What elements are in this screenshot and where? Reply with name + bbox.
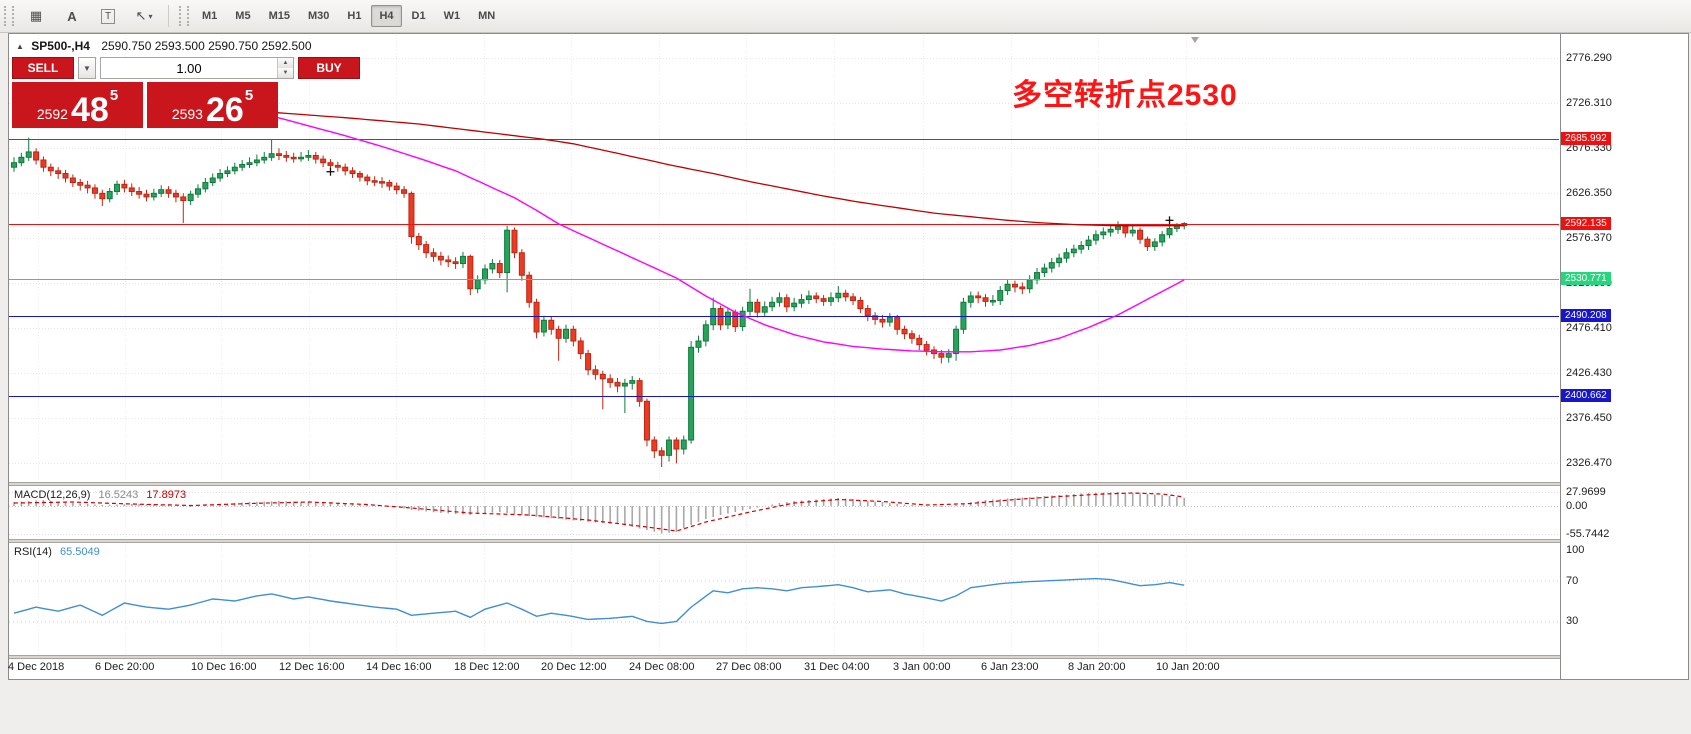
volume-field-wrap: ▲ ▼ (100, 57, 294, 79)
timeframe-button-d1[interactable]: D1 (411, 10, 426, 22)
price-axis-label: 2476.410 (1566, 322, 1612, 334)
time-axis-divider[interactable] (9, 655, 1560, 659)
time-axis-label: 12 Dec 16:00 (279, 661, 345, 673)
timeframe-button-mn[interactable]: MN (478, 10, 496, 22)
buy-price-sup: 5 (244, 87, 254, 104)
volume-step-up-icon[interactable]: ▲ (278, 58, 293, 68)
chart-symbol-timeframe: SP500-,H4 (31, 39, 90, 53)
macd-label: MACD(12,26,9) 16.5243 17.8973 (14, 489, 191, 501)
sell-price-sup: 5 (109, 87, 119, 104)
chart-text-annotation: 多空转折点2530 (1012, 79, 1238, 112)
toolbar-separator (168, 5, 169, 27)
rsi-axis-label: 100 (1566, 544, 1585, 556)
time-axis-label: 8 Jan 20:00 (1068, 661, 1126, 673)
timeframe-group: M1 M5 M15 M30 H1 H4 D1 W1 MN (193, 5, 504, 27)
chart-shift-marker-icon (1191, 37, 1199, 43)
timeframe-button-m15[interactable]: M15 (268, 10, 290, 22)
bottom-strip (0, 681, 1691, 734)
macd-main-value: 16.5243 (98, 489, 139, 501)
text-box-tool-icon-glyph: T (100, 8, 116, 24)
text-box-tool-icon[interactable]: T (91, 3, 125, 29)
chart-ohlc-values: 2590.750 2593.500 2590.750 2592.500 (101, 39, 312, 53)
chevron-down-icon: ▼ (83, 63, 91, 73)
buy-price-big: 26 (205, 91, 244, 130)
price-line-tag: 2530.771 (1561, 272, 1611, 286)
rsi-name: RSI(14) (14, 546, 52, 558)
time-axis-label: 24 Dec 08:00 (629, 661, 695, 673)
chart-title: ▲ SP500-,H4 2590.750 2593.500 2590.750 2… (16, 39, 312, 53)
buy-price-button[interactable]: 2593 26 5 (147, 82, 278, 128)
top-toolbar: ▦ A T ↖ ▾ M1 M5 M15 M30 H1 H4 D1 W1 MN (0, 0, 1691, 33)
text-tool-icon[interactable]: A (55, 3, 89, 29)
price-axis-label: 2626.350 (1566, 187, 1612, 199)
buy-price-prefix: 2593 (171, 106, 203, 122)
rsi-value: 65.5049 (59, 546, 100, 558)
sell-price-big: 48 (70, 91, 109, 130)
one-click-trading-panel: SELL ▼ ▲ ▼ BUY 2592 48 5 2593 26 5 (12, 57, 360, 128)
macd-axis-label: -55.7442 (1566, 527, 1610, 540)
arrow-tool-icon[interactable]: ↖ ▾ (127, 3, 161, 29)
price-axis-label: 2426.430 (1566, 367, 1612, 379)
timeframe-button-m1[interactable]: M1 (202, 10, 218, 22)
arrow-tool-icon-glyph: ↖ (135, 8, 147, 23)
timeframe-button-w1[interactable]: W1 (443, 10, 461, 22)
time-axis-label: 31 Dec 04:00 (804, 661, 870, 673)
price-line-tag: 2490.208 (1561, 308, 1611, 322)
time-axis-label: 10 Dec 16:00 (191, 661, 257, 673)
text-tool-icon-glyph: A (67, 8, 77, 24)
time-axis-label: 6 Dec 20:00 (95, 661, 155, 673)
macd-panel-divider[interactable] (9, 482, 1560, 486)
time-axis-label: 6 Jan 23:00 (981, 661, 1039, 673)
price-axis-label: 2726.310 (1566, 97, 1612, 109)
price-axis-label: 2776.290 (1566, 52, 1612, 64)
time-axis-label: 14 Dec 16:00 (366, 661, 432, 673)
time-axis-label: 10 Jan 20:00 (1156, 661, 1220, 673)
time-axis-label: 4 Dec 2018 (8, 661, 65, 673)
timeframe-button-m30[interactable]: M30 (307, 10, 330, 22)
volume-dropdown-button[interactable]: ▼ (78, 57, 96, 79)
rsi-axis-label: 70 (1566, 574, 1579, 587)
price-axis-border (1560, 34, 1561, 679)
price-line-tag: 2592.135 (1561, 216, 1611, 230)
rsi-label: RSI(14) 65.5049 (14, 546, 105, 558)
rsi-panel-divider[interactable] (9, 539, 1560, 543)
crosshair-icon[interactable]: ▦ (19, 3, 53, 29)
time-axis-label: 3 Jan 00:00 (893, 661, 951, 673)
timeframe-button-m5[interactable]: M5 (235, 10, 251, 22)
sell-button[interactable]: SELL (12, 57, 74, 79)
macd-signal-value: 17.8973 (146, 489, 187, 501)
volume-step-down-icon[interactable]: ▼ (278, 68, 293, 78)
rsi-axis-label: 30 (1566, 615, 1579, 628)
time-axis-label: 27 Dec 08:00 (716, 661, 782, 673)
buy-button[interactable]: BUY (298, 57, 360, 79)
chevron-down-icon: ▾ (148, 11, 153, 21)
one-click-toggle-icon[interactable]: ▲ (16, 42, 24, 51)
time-axis-label: 20 Dec 12:00 (541, 661, 607, 673)
timeframe-button-h1[interactable]: H1 (347, 10, 362, 22)
macd-axis-label: 27.9699 (1566, 486, 1606, 498)
price-line-tag: 2685.992 (1561, 132, 1611, 146)
price-axis-label: 2376.450 (1566, 412, 1612, 424)
timeframe-button-h4[interactable]: H4 (371, 5, 402, 27)
volume-stepper: ▲ ▼ (277, 58, 293, 78)
volume-input[interactable] (101, 58, 277, 78)
price-axis-label: 2326.470 (1566, 457, 1612, 469)
time-axis-label: 18 Dec 12:00 (454, 661, 520, 673)
macd-name: MACD(12,26,9) (14, 489, 91, 501)
crosshair-icon-glyph: ▦ (29, 8, 43, 23)
toolbar-drag-handle[interactable] (179, 6, 189, 26)
toolbar-drag-handle[interactable] (4, 6, 14, 26)
macd-axis-label: 0.00 (1566, 500, 1588, 512)
sell-price-button[interactable]: 2592 48 5 (12, 82, 143, 128)
price-line-tag: 2400.662 (1561, 389, 1611, 403)
sell-price-prefix: 2592 (36, 106, 68, 122)
price-axis-label: 2576.370 (1566, 232, 1612, 244)
